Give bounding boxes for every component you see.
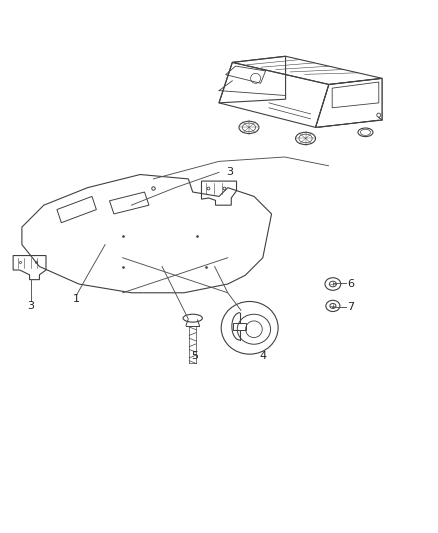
Text: 5: 5 [191,351,198,361]
Text: 3: 3 [226,167,233,177]
Text: 6: 6 [347,279,354,289]
Text: 3: 3 [27,301,34,311]
Text: 4: 4 [259,351,266,361]
Text: 7: 7 [347,302,354,312]
Text: 1: 1 [73,294,80,304]
